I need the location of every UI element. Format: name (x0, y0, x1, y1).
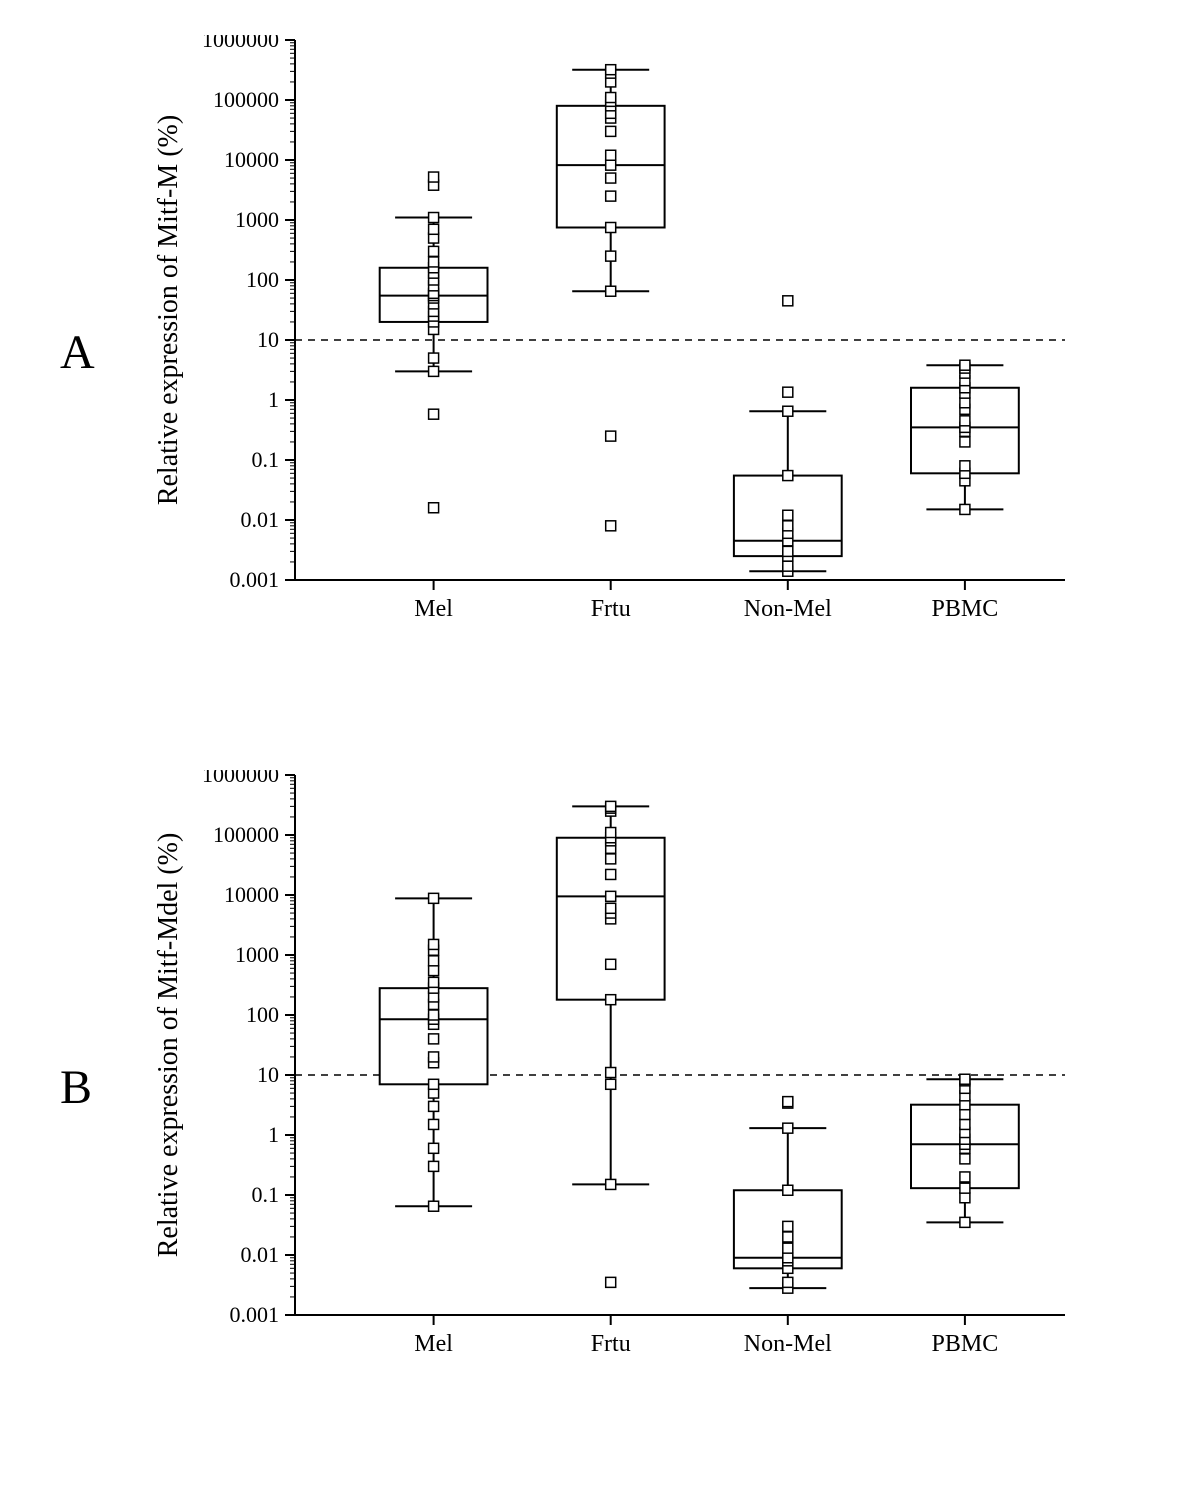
y-tick-label: 0.01 (241, 1242, 280, 1267)
y-tick-label: 100 (246, 1002, 279, 1027)
x-tick-label: PBMC (932, 1331, 999, 1357)
y-tick-label: 0.001 (230, 567, 280, 592)
y-tick-label: 10 (257, 1062, 279, 1087)
y-tick-label: 0.1 (252, 447, 280, 472)
y-tick-label: 1000 (235, 207, 279, 232)
y-tick-label: 100000 (213, 822, 279, 847)
panel-label-B: B (60, 1060, 92, 1115)
y-axis-label: Relative expression of Mitf-Mdel (%) (155, 833, 184, 1258)
y-tick-label: 0.001 (230, 1302, 280, 1327)
y-axis-label: Relative expression of Mitf-M (%) (155, 115, 184, 505)
panel-label-A: A (60, 325, 95, 380)
chart-A: 0.001 0.01 0.1 1 10 100 1000 10000 100000 1000000… (155, 35, 1070, 635)
y-tick-label: 10000 (224, 882, 279, 907)
y-tick-label: 1000 (235, 942, 279, 967)
figure-page: A0.0010.010.1110100100010000100000100000… (0, 0, 1200, 1490)
x-tick-label: Frtu (591, 596, 631, 622)
y-tick-label: 0.1 (252, 1182, 280, 1207)
y-tick-label: 1000000 (202, 35, 279, 52)
x-tick-label: Mel (414, 1331, 453, 1357)
x-tick-label: Non-Mel (744, 1331, 832, 1357)
y-tick-label: 10000 (224, 147, 279, 172)
chart-B: 0.001 0.01 0.1 1 10 100 1000 10000 100000 1000000… (155, 770, 1070, 1370)
y-tick-label: 0.01 (241, 507, 280, 532)
x-tick-label: Non-Mel (744, 596, 832, 622)
y-tick-label: 10 (257, 327, 279, 352)
y-tick-label: 1 (268, 387, 279, 412)
x-tick-label: Frtu (591, 1331, 631, 1357)
x-tick-label: Mel (414, 596, 453, 622)
y-tick-label: 1 (268, 1122, 279, 1147)
y-tick-label: 100 (246, 267, 279, 292)
x-tick-label: PBMC (932, 596, 999, 622)
y-tick-label: 100000 (213, 87, 279, 112)
y-tick-label: 1000000 (202, 770, 279, 787)
